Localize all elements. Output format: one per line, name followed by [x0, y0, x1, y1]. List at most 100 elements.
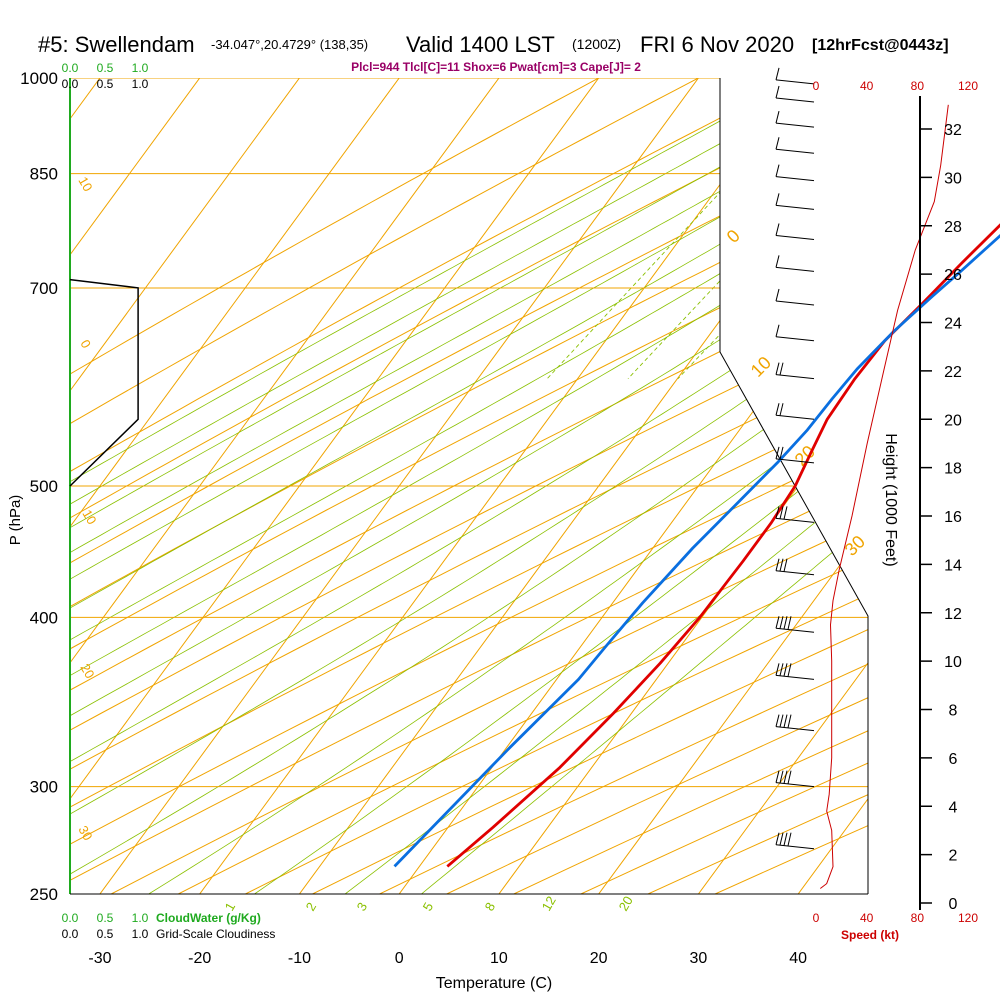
cloudwater-tick-label: 0.0	[62, 61, 79, 75]
height-tick-label: 26	[944, 267, 962, 284]
speed-tick-label: 120	[958, 911, 978, 925]
mixing-ratio-line	[865, 78, 868, 380]
temperature-tick-label: 40	[789, 950, 807, 967]
cloudwater-tick-label: 0.5	[97, 61, 114, 75]
dry-adiabat-label: 30	[75, 823, 95, 843]
height-tick-label: 6	[949, 751, 958, 768]
moist-adiabat-line	[70, 78, 868, 894]
wind-barb-flag	[775, 446, 780, 460]
y-axis-label: P (hPa)	[7, 495, 24, 546]
wind-barb-flag	[775, 832, 780, 845]
dry-adiabat-line	[70, 78, 868, 894]
mixing-ratio-line	[677, 78, 868, 380]
wind-barb-staff	[775, 176, 815, 182]
pressure-tick-label: 1000	[20, 69, 58, 88]
moist-adiabat-line	[70, 78, 868, 894]
cloudwater-label: CloudWater (g/Kg)	[156, 911, 261, 925]
cloudiness-tick-label: 0.0	[62, 77, 79, 91]
dry-adiabat-line	[197, 78, 868, 894]
dewpoint-line	[393, 233, 1000, 868]
height-tick-label: 4	[949, 799, 958, 816]
isotherm-line	[70, 78, 521, 894]
isotherm-line	[70, 78, 122, 894]
cloudiness-tick-label: 0.5	[97, 927, 114, 941]
height-axis-label: Height (1000 Feet)	[882, 433, 899, 566]
height-tick-label: 22	[944, 364, 962, 381]
temperature-tick-label: -30	[88, 950, 111, 967]
dry-adiabat-line	[70, 78, 754, 894]
height-tick-label: 10	[944, 654, 962, 671]
isotherm-line	[580, 78, 868, 894]
temperature-tick-label: 30	[690, 950, 708, 967]
speed-tick-label: 80	[911, 79, 925, 93]
dry-adiabat-line	[70, 78, 868, 894]
temperature-line	[446, 223, 1000, 868]
wind-barb-staff	[775, 414, 815, 420]
mixing-ratio-label: 3	[354, 900, 371, 914]
mixing-ratio-label: 20	[616, 893, 636, 913]
moist-adiabat-line	[344, 78, 868, 894]
height-tick-label: 0	[949, 896, 958, 913]
wind-barb-flag	[775, 506, 780, 519]
isotherm-line	[0, 49, 21, 918]
wind-barb-staff	[775, 97, 815, 103]
wind-barb-flag	[779, 714, 784, 728]
cloudwater-tick-label: 0.5	[97, 911, 114, 925]
moist-adiabat-line	[70, 78, 868, 894]
wind-barb-flag	[787, 663, 792, 677]
pressure-tick-label: 400	[30, 608, 58, 627]
speed-tick-label: 40	[860, 79, 874, 93]
moist-adiabat-line	[421, 78, 868, 894]
sounding-series	[393, 223, 1000, 868]
height-tick-label: 30	[944, 170, 962, 187]
dry-adiabat-line	[70, 78, 868, 894]
station-title: #5: Swellendam	[38, 32, 195, 57]
wind-barb-staff	[775, 674, 815, 680]
frame-right-edge	[719, 78, 869, 894]
cloudiness-profile	[69, 278, 139, 487]
x-axis-label: Temperature (C)	[436, 975, 552, 992]
moist-adiabat-label: 10	[747, 353, 775, 381]
wind-barb-flag	[779, 663, 784, 676]
wind-barb-flag	[787, 714, 792, 728]
cloudiness-tick-label: 0.0	[62, 927, 79, 941]
wind-barb-staff	[775, 517, 815, 523]
wind-barb-staff	[775, 374, 815, 380]
wind-barb-flag	[779, 362, 784, 376]
mixing-ratio-label: 8	[482, 900, 499, 914]
wind-barb-flag	[787, 770, 792, 784]
dry-adiabat-line	[70, 78, 868, 894]
speed-tick-label: 120	[958, 79, 978, 93]
wind-barb-flag	[779, 616, 784, 629]
wind-barb-flag	[779, 403, 784, 416]
isotherm-line	[70, 78, 421, 894]
dry-adiabat-label: 10	[75, 174, 95, 194]
speed-tick-label: 0	[813, 911, 820, 925]
isotherm-line	[70, 78, 321, 894]
cloudiness-label: Grid-Scale Cloudiness	[156, 927, 275, 941]
wind-barb-staff	[775, 726, 815, 732]
wind-barb-flag	[775, 110, 780, 124]
wind-barb-flag	[775, 616, 780, 629]
cloudiness-tick-label: 1.0	[132, 927, 149, 941]
wind-barb-flag	[775, 164, 780, 177]
cloudiness-tick-label: 1.0	[132, 77, 149, 91]
forecast-run: [12hrFcst@0443z]	[812, 37, 949, 54]
cloudiness-line	[69, 278, 139, 487]
wind-barb-staff	[775, 148, 815, 154]
dry-adiabat-line	[70, 78, 868, 894]
dry-adiabat-line	[70, 78, 868, 894]
wind-barb-flag	[775, 223, 780, 236]
moist-adiabat-line	[70, 78, 799, 894]
isotherm-line	[70, 78, 222, 894]
height-tick-label: 24	[944, 316, 962, 333]
wind-barb-staff	[775, 782, 815, 788]
wind-barb-flag	[787, 616, 792, 630]
wind-barb-flag	[775, 255, 780, 268]
wind-barb-staff	[775, 336, 815, 342]
dry-adiabat-line	[70, 78, 653, 894]
dry-adiabat-line	[264, 78, 868, 894]
speed-tick-label: 0	[813, 79, 820, 93]
